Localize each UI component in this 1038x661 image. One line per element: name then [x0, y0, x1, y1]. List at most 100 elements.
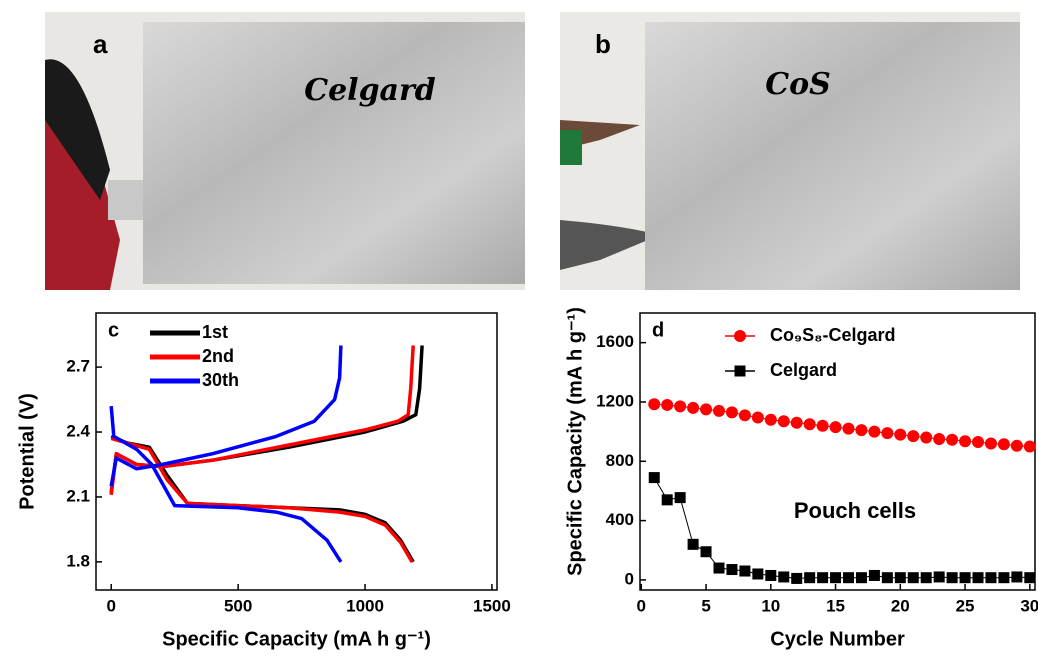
marker — [946, 572, 958, 584]
clip — [560, 220, 660, 270]
y-tick-label: 800 — [606, 451, 634, 470]
y-tick-label: 2.1 — [66, 486, 90, 505]
series-line — [109, 345, 415, 563]
legend-label: 1st — [202, 322, 228, 342]
marker — [713, 404, 725, 417]
marker — [907, 430, 920, 443]
x-tick-label: 500 — [224, 596, 252, 615]
marker — [713, 562, 725, 574]
marker — [1024, 572, 1036, 584]
marker — [829, 421, 842, 434]
marker — [803, 418, 816, 431]
marker — [726, 564, 738, 576]
x-tick-label: 1000 — [346, 596, 384, 615]
x-tick-label: 0 — [106, 596, 115, 615]
x-axis-title: Specific Capacity (mA h g⁻¹) — [162, 628, 431, 650]
marker — [830, 572, 842, 584]
marker — [751, 411, 764, 424]
photo-label: a — [93, 29, 108, 59]
legend-label: Celgard — [770, 360, 837, 380]
marker — [817, 572, 829, 584]
y-tick-label: 2.7 — [66, 357, 90, 376]
x-tick-label: 30 — [1020, 596, 1038, 615]
marker — [972, 572, 984, 584]
pouch — [143, 22, 525, 284]
chart: 0 5 10 15 20 25 30 0 400 800 1200 1600 Cycle Number S… — [564, 307, 1038, 650]
y-tick-label: 1600 — [596, 332, 634, 351]
marker — [816, 419, 829, 432]
marker — [959, 435, 972, 448]
marker — [933, 571, 945, 583]
legend-marker — [734, 330, 746, 342]
clip — [560, 130, 582, 165]
marker — [661, 398, 674, 411]
marker — [868, 569, 880, 581]
marker — [946, 433, 959, 446]
x-axis-title: Cycle Number — [770, 628, 905, 650]
marker — [985, 572, 997, 584]
handwriting: Celgard — [304, 73, 436, 108]
series-line — [109, 345, 424, 563]
legend-label: 2nd — [202, 346, 234, 366]
x-tick-label: 20 — [891, 596, 910, 615]
marker — [1011, 571, 1023, 583]
marker — [648, 398, 661, 411]
marker — [804, 572, 816, 584]
marker — [855, 424, 868, 437]
marker — [661, 494, 673, 506]
panel-label: c — [108, 319, 119, 341]
marker — [687, 401, 700, 414]
pouch — [645, 22, 1020, 290]
marker — [972, 436, 985, 449]
annotation: Pouch cells — [794, 498, 916, 523]
photo-b: b CoS — [560, 12, 1020, 290]
marker — [687, 538, 699, 550]
x-tick-label: 0 — [637, 596, 646, 615]
handwriting: CoS — [765, 67, 831, 102]
y-tick-label: 400 — [606, 510, 634, 529]
chart: 0 500 1000 1500 1.8 2.1 2.4 2.7 Specific Capacit… — [16, 312, 511, 650]
y-axis-title: Specific Capacity (mA h g⁻¹) — [564, 307, 586, 576]
plot-frame — [639, 312, 1036, 591]
legend-label: Co₉S₈-Celgard — [770, 325, 896, 345]
marker — [997, 438, 1010, 451]
photo-a: a Celgard — [45, 12, 525, 290]
marker — [1010, 439, 1023, 452]
panel-label: d — [652, 319, 664, 341]
marker — [648, 472, 660, 484]
x-tick-label: 5 — [701, 596, 710, 615]
legend-marker — [734, 365, 746, 377]
y-tick-label: 1200 — [596, 391, 634, 410]
marker — [881, 427, 894, 440]
series-line — [109, 345, 343, 563]
marker — [842, 422, 855, 435]
marker — [764, 413, 777, 426]
marker — [725, 406, 738, 419]
photo-label: b — [595, 29, 611, 59]
y-tick-label: 1.8 — [66, 551, 90, 570]
x-tick-label: 25 — [956, 596, 975, 615]
marker — [907, 572, 919, 584]
marker — [894, 428, 907, 441]
marker — [959, 572, 971, 584]
marker — [894, 572, 906, 584]
marker — [791, 572, 803, 584]
marker — [881, 572, 893, 584]
clip — [45, 59, 110, 200]
marker — [739, 565, 751, 577]
y-axis-title: Potential (V) — [16, 393, 38, 510]
series-line — [653, 477, 1030, 579]
y-tick-label: 0 — [625, 569, 634, 588]
marker — [998, 572, 1010, 584]
marker — [778, 571, 790, 583]
marker — [674, 400, 687, 413]
marker — [777, 415, 790, 428]
marker — [752, 568, 764, 580]
x-tick-label: 1500 — [473, 596, 511, 615]
marker — [674, 492, 686, 504]
marker — [920, 572, 932, 584]
marker — [984, 437, 997, 450]
x-tick-label: 15 — [826, 596, 845, 615]
marker — [843, 572, 855, 584]
